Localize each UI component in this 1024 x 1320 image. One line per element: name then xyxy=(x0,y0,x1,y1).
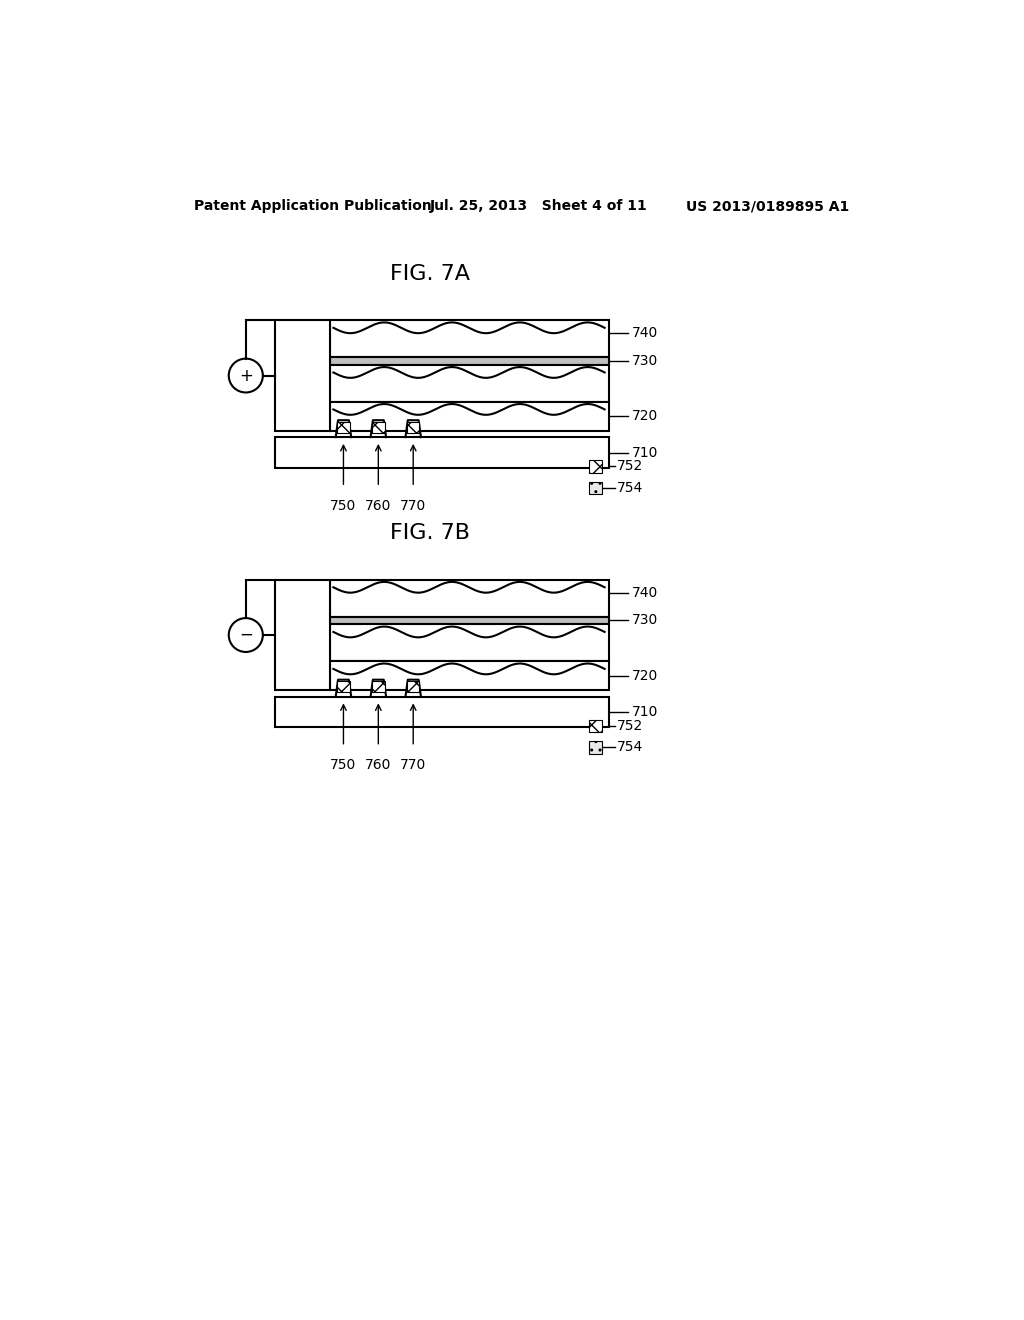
FancyBboxPatch shape xyxy=(330,364,608,401)
Text: 770: 770 xyxy=(400,758,426,772)
Text: 750: 750 xyxy=(331,499,356,512)
FancyBboxPatch shape xyxy=(275,697,608,727)
Bar xyxy=(337,681,349,692)
Bar xyxy=(589,719,601,733)
Text: 750: 750 xyxy=(331,758,356,772)
Text: US 2013/0189895 A1: US 2013/0189895 A1 xyxy=(686,199,849,213)
Bar xyxy=(372,422,385,433)
Text: 752: 752 xyxy=(617,719,643,733)
Text: Jul. 25, 2013   Sheet 4 of 11: Jul. 25, 2013 Sheet 4 of 11 xyxy=(430,199,648,213)
Text: 740: 740 xyxy=(632,326,658,341)
FancyBboxPatch shape xyxy=(330,624,608,661)
Text: +: + xyxy=(239,367,253,384)
Bar xyxy=(407,422,420,433)
Bar xyxy=(337,422,349,433)
FancyBboxPatch shape xyxy=(330,661,608,690)
Text: 752: 752 xyxy=(617,459,643,474)
FancyBboxPatch shape xyxy=(330,579,608,616)
Text: 730: 730 xyxy=(632,354,658,368)
Bar xyxy=(372,681,385,692)
Text: 720: 720 xyxy=(632,669,658,682)
Text: 754: 754 xyxy=(617,480,643,495)
Text: 760: 760 xyxy=(366,499,391,512)
FancyBboxPatch shape xyxy=(275,321,330,430)
Text: Patent Application Publication: Patent Application Publication xyxy=(194,199,432,213)
FancyBboxPatch shape xyxy=(330,358,608,364)
Text: 754: 754 xyxy=(617,741,643,755)
Text: 710: 710 xyxy=(632,446,658,459)
Bar xyxy=(589,461,601,473)
Bar xyxy=(407,681,420,692)
FancyBboxPatch shape xyxy=(275,437,608,469)
FancyBboxPatch shape xyxy=(330,401,608,430)
FancyBboxPatch shape xyxy=(330,616,608,624)
Text: 770: 770 xyxy=(400,499,426,512)
Text: 710: 710 xyxy=(632,705,658,719)
Bar xyxy=(589,742,601,754)
Text: −: − xyxy=(239,626,253,644)
Text: FIG. 7A: FIG. 7A xyxy=(390,264,470,284)
Text: 720: 720 xyxy=(632,409,658,424)
Text: 760: 760 xyxy=(366,758,391,772)
FancyBboxPatch shape xyxy=(330,321,608,358)
Text: 740: 740 xyxy=(632,586,658,599)
Bar xyxy=(589,482,601,494)
FancyBboxPatch shape xyxy=(275,579,330,690)
Text: FIG. 7B: FIG. 7B xyxy=(390,524,470,544)
Text: 730: 730 xyxy=(632,614,658,627)
